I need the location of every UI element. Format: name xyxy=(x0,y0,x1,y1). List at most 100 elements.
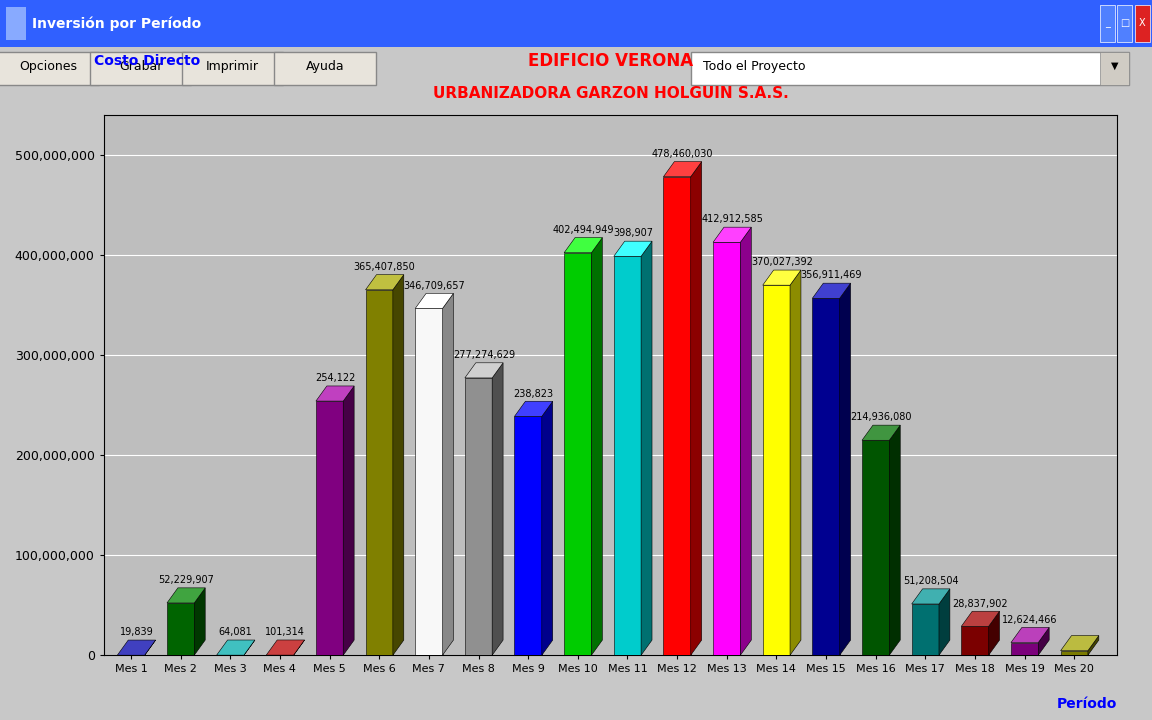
Polygon shape xyxy=(465,363,503,378)
Bar xyxy=(465,378,492,655)
Polygon shape xyxy=(1061,636,1099,651)
Polygon shape xyxy=(442,293,454,655)
Bar xyxy=(664,176,691,655)
Text: URBANIZADORA GARZON HOLGUIN S.A.S.: URBANIZADORA GARZON HOLGUIN S.A.S. xyxy=(433,86,788,101)
Text: 398,907: 398,907 xyxy=(613,228,653,238)
Polygon shape xyxy=(415,293,454,308)
Text: 254,122: 254,122 xyxy=(314,373,355,383)
Text: Inversión por Período: Inversión por Período xyxy=(32,16,202,31)
Polygon shape xyxy=(118,640,156,655)
Text: Período: Período xyxy=(1058,697,1117,711)
Polygon shape xyxy=(741,228,751,655)
Polygon shape xyxy=(365,274,404,289)
Text: 356,911,469: 356,911,469 xyxy=(801,271,862,281)
Bar xyxy=(1061,651,1087,655)
Text: 19,839: 19,839 xyxy=(120,627,153,637)
Bar xyxy=(961,626,988,655)
Polygon shape xyxy=(1011,627,1049,642)
FancyBboxPatch shape xyxy=(274,52,376,85)
Polygon shape xyxy=(790,270,801,655)
Polygon shape xyxy=(167,588,205,603)
Text: 28,837,902: 28,837,902 xyxy=(953,598,1008,608)
Polygon shape xyxy=(343,386,354,655)
Polygon shape xyxy=(988,611,1000,655)
Polygon shape xyxy=(217,640,255,655)
Text: 238,823: 238,823 xyxy=(514,389,554,399)
Bar xyxy=(564,253,591,655)
Text: Grabar: Grabar xyxy=(119,60,162,73)
Text: Ayuda: Ayuda xyxy=(305,60,344,73)
Polygon shape xyxy=(961,611,1000,626)
Polygon shape xyxy=(591,238,602,655)
Bar xyxy=(763,285,790,655)
Polygon shape xyxy=(911,589,950,604)
Bar xyxy=(365,289,393,655)
Text: Opciones: Opciones xyxy=(20,60,77,73)
Bar xyxy=(1117,5,1132,42)
Bar xyxy=(1100,5,1115,42)
Bar xyxy=(691,52,1129,85)
Text: 412,912,585: 412,912,585 xyxy=(702,215,763,225)
Text: 64,081: 64,081 xyxy=(219,627,252,637)
Text: 101,314: 101,314 xyxy=(265,627,305,637)
Polygon shape xyxy=(812,283,850,298)
Polygon shape xyxy=(492,363,503,655)
Polygon shape xyxy=(840,283,850,655)
Bar xyxy=(167,603,195,655)
Polygon shape xyxy=(541,401,553,655)
Polygon shape xyxy=(862,425,900,440)
FancyBboxPatch shape xyxy=(90,52,191,85)
Text: EDIFICIO VERONA: EDIFICIO VERONA xyxy=(528,53,694,71)
Text: 365,407,850: 365,407,850 xyxy=(354,262,416,272)
Bar xyxy=(911,604,939,655)
Text: 346,709,657: 346,709,657 xyxy=(403,281,465,291)
Text: X: X xyxy=(1139,19,1145,28)
FancyBboxPatch shape xyxy=(182,52,283,85)
Polygon shape xyxy=(691,161,702,655)
Polygon shape xyxy=(393,274,404,655)
Polygon shape xyxy=(713,228,751,243)
Text: 277,274,629: 277,274,629 xyxy=(453,350,515,360)
Polygon shape xyxy=(1087,636,1099,655)
Polygon shape xyxy=(145,640,156,655)
Polygon shape xyxy=(266,640,304,655)
Polygon shape xyxy=(664,161,702,176)
Bar xyxy=(415,308,442,655)
Text: □: □ xyxy=(1120,19,1130,28)
Polygon shape xyxy=(244,640,255,655)
Text: 51,208,504: 51,208,504 xyxy=(903,576,958,586)
Polygon shape xyxy=(316,386,354,401)
Text: Todo el Proyecto: Todo el Proyecto xyxy=(703,60,805,73)
Polygon shape xyxy=(939,589,950,655)
Polygon shape xyxy=(294,640,304,655)
Polygon shape xyxy=(763,270,801,285)
Polygon shape xyxy=(642,241,652,655)
Polygon shape xyxy=(195,588,205,655)
Text: 478,460,030: 478,460,030 xyxy=(652,149,713,159)
Bar xyxy=(713,243,741,655)
Polygon shape xyxy=(564,238,602,253)
Text: Imprimir: Imprimir xyxy=(206,60,259,73)
Polygon shape xyxy=(614,241,652,256)
Bar xyxy=(862,440,889,655)
Text: 370,027,392: 370,027,392 xyxy=(751,257,813,267)
Bar xyxy=(614,256,642,655)
Text: 52,229,907: 52,229,907 xyxy=(158,575,214,585)
FancyBboxPatch shape xyxy=(0,52,99,85)
Bar xyxy=(316,401,343,655)
Polygon shape xyxy=(515,401,553,416)
Text: ▼: ▼ xyxy=(1112,61,1119,71)
Text: Costo Directo: Costo Directo xyxy=(93,54,199,68)
Text: 402,494,949: 402,494,949 xyxy=(553,225,614,235)
Polygon shape xyxy=(1038,627,1049,655)
Bar xyxy=(515,416,541,655)
Bar xyxy=(1011,642,1038,655)
Polygon shape xyxy=(889,425,900,655)
Text: 214,936,080: 214,936,080 xyxy=(850,413,912,423)
Bar xyxy=(1100,52,1129,85)
Text: _: _ xyxy=(1105,19,1111,28)
Bar xyxy=(812,298,840,655)
Bar xyxy=(1135,5,1150,42)
Bar xyxy=(6,7,26,40)
Text: 12,624,466: 12,624,466 xyxy=(1002,615,1058,625)
